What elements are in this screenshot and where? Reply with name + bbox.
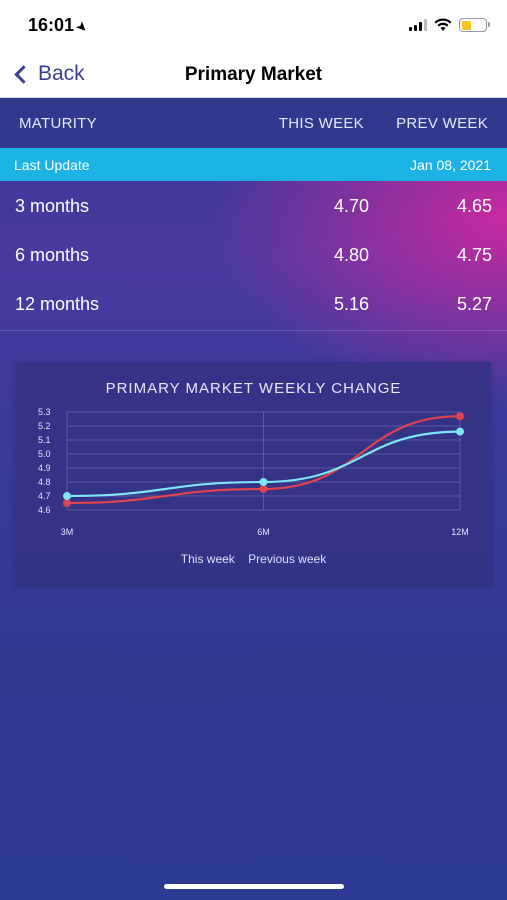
rate-row-3-months[interactable]: 3 months 4.70 4.65 xyxy=(0,182,507,231)
data-point xyxy=(456,427,464,436)
data-point xyxy=(259,485,268,493)
last-update-bar: Last Update Jan 08, 2021 xyxy=(0,148,507,181)
back-button[interactable]: Back xyxy=(12,59,85,89)
row-maturity: 12 months xyxy=(15,294,100,314)
row-this-week: 4.70 xyxy=(333,196,369,216)
primary-market-content[interactable]: MATURITY THIS WEEK PREV WEEK Last Update… xyxy=(0,98,507,900)
y-tick-label: 4.8 xyxy=(38,477,51,487)
legend-previous-week: Previous week xyxy=(248,552,327,566)
row-prev-week: 5.27 xyxy=(456,294,492,314)
chart-title: PRIMARY MARKET WEEKLY CHANGE xyxy=(105,380,402,397)
location-arrow-icon: ➤ xyxy=(73,18,91,36)
table-header: MATURITY THIS WEEK PREV WEEK xyxy=(0,98,507,148)
row-prev-week: 4.65 xyxy=(456,196,492,216)
legend-this-week: This week xyxy=(180,552,235,566)
battery-level xyxy=(461,20,471,30)
data-point xyxy=(63,499,71,507)
status-time-text: 16:01 xyxy=(28,15,75,35)
y-tick-label: 4.9 xyxy=(38,463,51,473)
data-point xyxy=(259,478,268,486)
navigation-bar: Back Primary Market xyxy=(0,50,507,98)
status-time: 16:01➤ xyxy=(28,15,91,36)
back-label: Back xyxy=(38,62,85,85)
last-update-date: Jan 08, 2021 xyxy=(410,157,491,173)
battery-icon xyxy=(459,18,490,32)
header-prev-week: PREV WEEK xyxy=(396,115,488,132)
x-tick-label: 3M xyxy=(61,527,74,537)
page-title: Primary Market xyxy=(184,64,323,85)
chart-legend: This week Previous week xyxy=(16,552,491,566)
status-icons xyxy=(409,17,490,33)
row-this-week: 5.16 xyxy=(333,294,369,314)
rate-row-6-months[interactable]: 6 months 4.80 4.75 xyxy=(0,231,507,280)
data-point xyxy=(456,412,464,421)
header-maturity: MATURITY xyxy=(19,115,97,132)
y-tick-label: 5.0 xyxy=(38,449,51,459)
y-tick-label: 5.2 xyxy=(38,421,51,431)
rate-row-12-months[interactable]: 12 months 5.16 5.27 xyxy=(0,280,507,329)
header-this-week: THIS WEEK xyxy=(278,115,364,132)
cellular-signal-icon xyxy=(409,19,427,31)
status-bar: 16:01➤ xyxy=(0,0,507,50)
y-tick-label: 4.7 xyxy=(38,491,51,501)
weekly-change-chart: PRIMARY MARKET WEEKLY CHANGE 5.3 5.2 5.1 5.… xyxy=(16,362,491,584)
data-point xyxy=(63,492,71,500)
row-prev-week: 4.75 xyxy=(456,245,492,265)
y-tick-label: 5.1 xyxy=(38,435,51,445)
wifi-icon xyxy=(434,18,452,31)
row-maturity: 6 months xyxy=(15,245,90,265)
chart-plot: 5.3 5.2 5.1 5.0 4.9 4.8 4.7 4.6 3M 6M 12M xyxy=(38,407,469,537)
x-tick-label: 6M xyxy=(257,527,270,537)
home-indicator[interactable] xyxy=(164,884,344,889)
x-tick-label: 12M xyxy=(451,527,469,537)
table-divider xyxy=(0,330,507,331)
y-tick-label: 5.3 xyxy=(38,407,51,417)
last-update-label: Last Update xyxy=(14,157,90,173)
row-this-week: 4.80 xyxy=(333,245,369,265)
y-tick-label: 4.6 xyxy=(38,505,51,515)
row-maturity: 3 months xyxy=(15,196,90,216)
